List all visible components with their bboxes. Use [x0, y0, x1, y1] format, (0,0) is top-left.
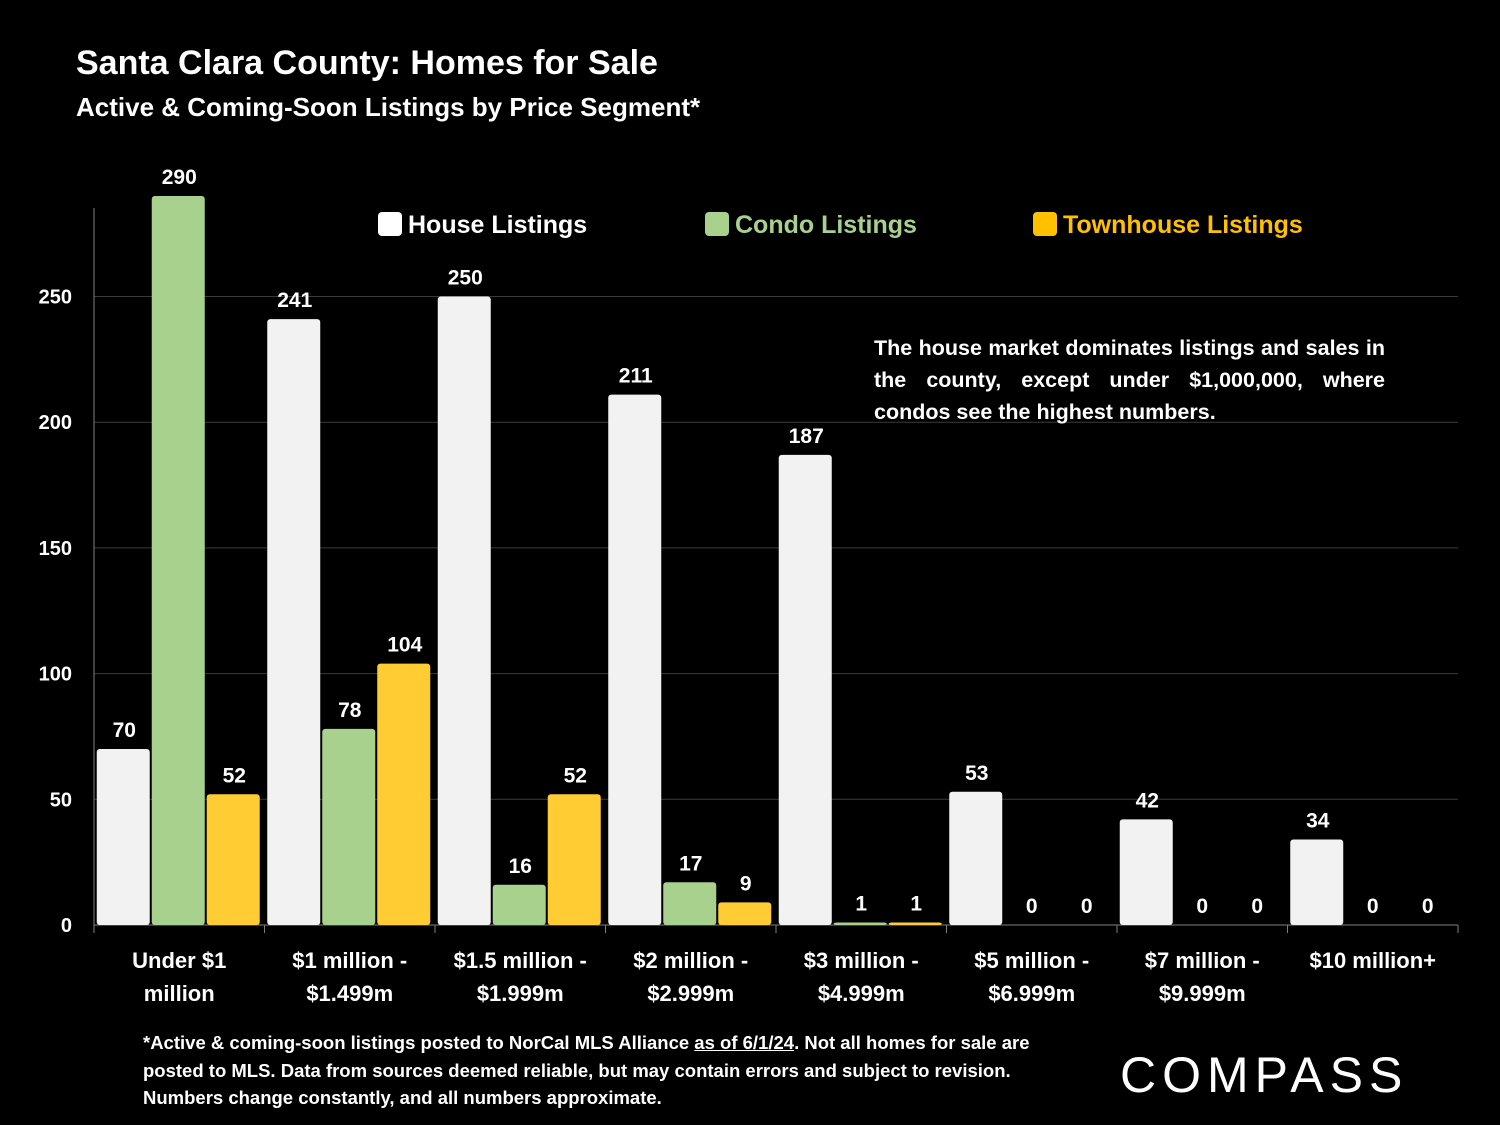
legend-swatch: [378, 212, 402, 236]
data-label: 290: [162, 166, 197, 189]
chart-subtitle: Active & Coming-Soon Listings by Price S…: [76, 92, 701, 122]
y-tick-label: 250: [39, 287, 72, 309]
data-label: 70: [113, 719, 136, 742]
data-label: 9: [740, 872, 752, 895]
x-tick-label: $1.999m: [477, 981, 564, 1006]
data-label: 0: [1026, 895, 1038, 918]
data-label: 78: [338, 699, 362, 722]
bar-townhouse-listings: [718, 902, 772, 925]
bar-house-listings: [437, 296, 491, 925]
bar-townhouse-listings: [888, 922, 942, 925]
x-tick-label: $5 million -: [974, 948, 1089, 973]
footnote: *Active & coming-soon listings posted to…: [143, 1029, 1063, 1112]
x-tick-label: $1.499m: [306, 981, 393, 1006]
data-label: 0: [1251, 895, 1263, 918]
x-tick-label: $10 million+: [1309, 948, 1436, 973]
y-tick-label: 100: [39, 664, 72, 686]
data-label: 104: [387, 634, 422, 657]
bar-house-listings: [949, 791, 1003, 925]
chart-annotation: The house market dominates listings and …: [874, 336, 1385, 424]
bar-house-listings: [1290, 839, 1344, 925]
compass-logo: COMPASS: [1120, 1047, 1409, 1103]
data-label: 187: [789, 425, 824, 448]
x-tick-label: $1 million -: [292, 948, 407, 973]
data-label: 0: [1422, 895, 1434, 918]
data-label: 42: [1136, 789, 1159, 812]
bar-townhouse-listings: [206, 794, 260, 925]
y-tick-label: 0: [61, 915, 72, 937]
bar-house-listings: [267, 319, 321, 925]
x-tick-label: Under $1: [132, 948, 226, 973]
y-tick-label: 50: [50, 789, 72, 811]
data-label: 0: [1081, 895, 1093, 918]
data-label: 250: [448, 267, 483, 290]
chart-title: Santa Clara County: Homes for Sale: [76, 44, 658, 82]
bar-house-listings: [608, 394, 662, 925]
bar-house-listings: [1119, 819, 1173, 925]
x-tick-label: $7 million -: [1145, 948, 1260, 973]
x-tick-label: $1.5 million -: [454, 948, 587, 973]
legend-label: Townhouse Listings: [1063, 211, 1303, 239]
data-label: 52: [564, 764, 587, 787]
x-tick-label: $3 million -: [804, 948, 919, 973]
data-label: 0: [1367, 895, 1379, 918]
footnote-text-1: *Active & coming-soon listings posted to…: [143, 1032, 695, 1053]
bar-condo-listings: [663, 882, 717, 925]
bar-house-listings: [96, 749, 150, 925]
legend-label: House Listings: [408, 211, 587, 239]
legend-swatch: [1033, 212, 1057, 236]
data-label: 1: [855, 892, 867, 915]
x-tick-label: $9.999m: [1159, 981, 1246, 1006]
y-tick-label: 200: [39, 412, 72, 434]
data-label: 1: [910, 892, 922, 915]
data-label: 17: [679, 852, 702, 875]
data-label: 34: [1306, 810, 1330, 833]
data-label: 52: [223, 764, 246, 787]
bar-house-listings: [778, 454, 832, 925]
data-label: 53: [965, 762, 988, 785]
bar-condo-listings: [151, 196, 205, 925]
data-label: 211: [619, 365, 653, 388]
data-label: 16: [509, 855, 532, 878]
x-tick-label: million: [144, 981, 215, 1006]
bar-condo-listings: [492, 884, 546, 925]
footnote-text-2: . Not all homes for sale are posted to M…: [143, 1032, 1030, 1108]
x-tick-label: $6.999m: [988, 981, 1075, 1006]
data-label: 0: [1196, 895, 1208, 918]
y-tick-label: 150: [39, 538, 72, 560]
bar-townhouse-listings: [377, 663, 431, 925]
footnote-date: as of 6/1/24: [694, 1032, 795, 1053]
data-label: 241: [277, 289, 312, 312]
bar-townhouse-listings: [547, 794, 601, 925]
x-tick-label: $2 million -: [633, 948, 748, 973]
x-tick-label: $2.999m: [647, 981, 734, 1006]
bar-condo-listings: [833, 922, 887, 925]
legend-swatch: [705, 212, 729, 236]
bar-condo-listings: [322, 728, 376, 925]
x-tick-label: $4.999m: [818, 981, 905, 1006]
legend-label: Condo Listings: [735, 211, 917, 239]
